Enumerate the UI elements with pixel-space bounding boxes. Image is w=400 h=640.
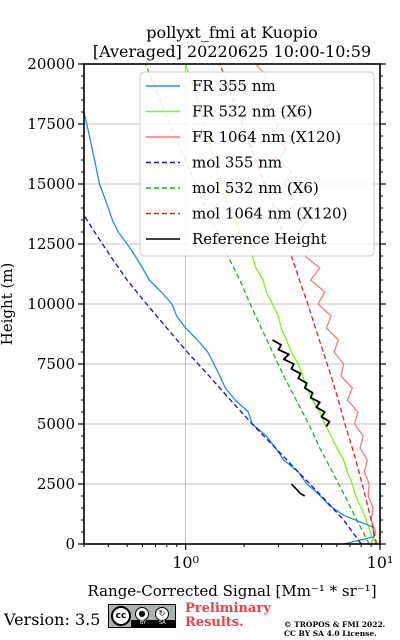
cc-license-badge[interactable]: cc ● ↻ BY SA xyxy=(108,604,176,628)
y-tick-label: 7500 xyxy=(37,355,75,373)
y-tick-label: 15000 xyxy=(27,175,75,193)
legend-label: Reference Height xyxy=(192,230,326,248)
copyright-line1: © TROPOS & FMI 2022. xyxy=(284,620,386,629)
legend-box xyxy=(139,71,375,257)
copyright-line2: CC BY SA 4.0 License. xyxy=(284,629,377,638)
x-tick-label: 10¹ xyxy=(367,553,394,572)
legend-label: mol 1064 nm (X120) xyxy=(192,205,347,223)
chart-title-line1: pollyxt_fmi at Kuopio xyxy=(146,23,317,42)
version-label: Version: 3.5 xyxy=(4,610,101,629)
plot-area: 0 2500 5000 7500 10000 12500 15000 17500 20000 10… xyxy=(27,55,393,572)
share-alike-icon: ↻ xyxy=(155,607,169,621)
cc-badge-sa: SA xyxy=(159,620,166,626)
legend-label: FR 355 nm xyxy=(192,77,276,95)
attribution-icon: ● xyxy=(135,607,149,621)
series-line-highlight-segment xyxy=(290,483,306,497)
preliminary-line1: Preliminary xyxy=(185,601,271,616)
y-tick-label: 17500 xyxy=(27,115,75,133)
preliminary-notice: Preliminary Results. xyxy=(185,602,271,630)
copyright-notice: © TROPOS & FMI 2022. CC BY SA 4.0 Licens… xyxy=(284,620,385,638)
chart-title-line2: [Averaged] 20220625 10:00-10:59 xyxy=(93,42,371,61)
series-line-fr-355-nm xyxy=(83,111,375,545)
legend-label: mol 355 nm xyxy=(192,154,282,172)
y-tick-label: 12500 xyxy=(27,235,75,253)
series-line-mol-355-nm xyxy=(83,214,362,545)
preliminary-line2: Results. xyxy=(185,615,244,630)
legend-label: FR 532 nm (X6) xyxy=(192,103,312,121)
cc-badge-by: BY xyxy=(140,620,147,626)
y-tick-label: 0 xyxy=(65,535,75,553)
x-axis-label: Range-Corrected Signal [Mm⁻¹ * sr⁻¹] xyxy=(87,582,376,600)
y-tick-label: 20000 xyxy=(27,55,75,73)
legend-label: mol 532 nm (X6) xyxy=(192,179,319,197)
cc-icon: cc xyxy=(111,606,131,626)
y-tick-label: 10000 xyxy=(27,295,75,313)
y-axis-label: Height (m) xyxy=(0,263,16,346)
x-tick-label: 10⁰ xyxy=(172,553,199,572)
y-tick-label: 5000 xyxy=(37,415,75,433)
legend-label: FR 1064 nm (X120) xyxy=(192,128,341,146)
cc-badge-bar: BY SA xyxy=(131,620,176,627)
series-line-reference-height xyxy=(272,339,331,427)
y-tick-label: 2500 xyxy=(37,475,75,493)
footer: Version: 3.5 cc ● ↻ BY SA Preliminary Re… xyxy=(0,596,400,640)
